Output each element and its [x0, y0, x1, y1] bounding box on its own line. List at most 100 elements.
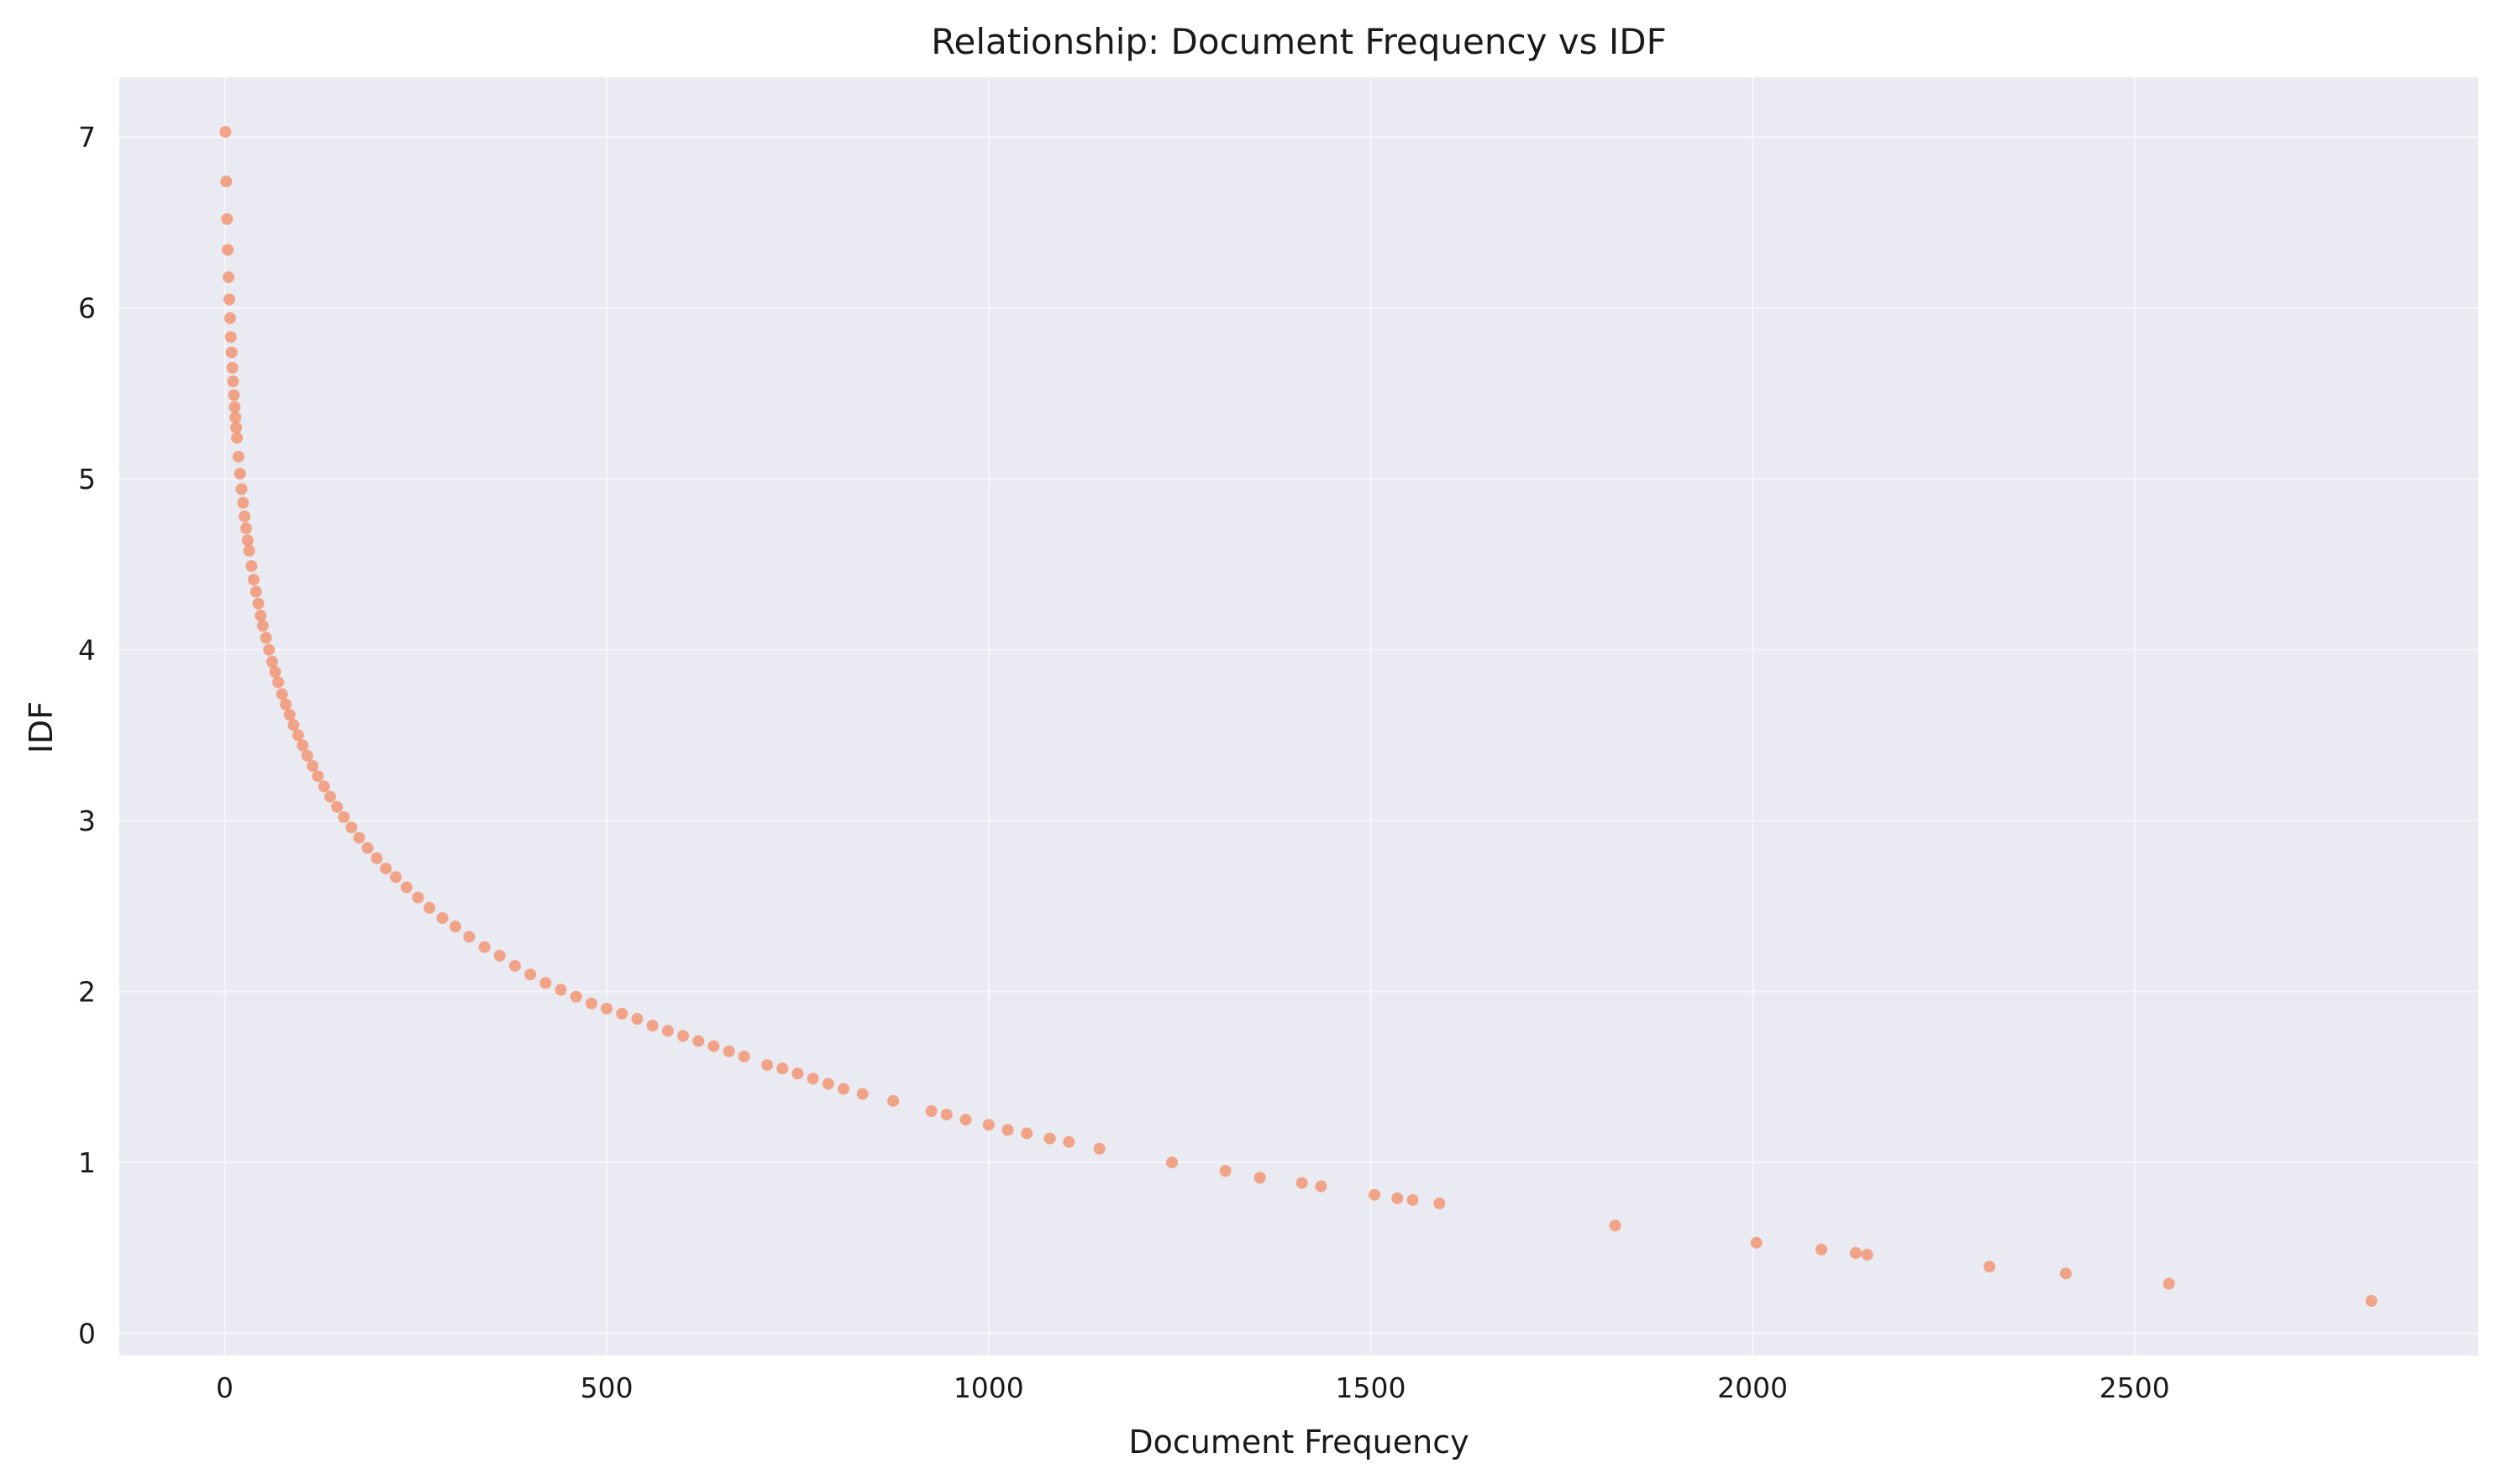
- y-tick-label: 4: [78, 634, 96, 667]
- data-point: [323, 790, 336, 803]
- data-point: [856, 1088, 869, 1100]
- data-point: [223, 312, 236, 324]
- data-point: [260, 632, 272, 644]
- x-tick-label: 0: [216, 1371, 234, 1404]
- data-point: [400, 881, 412, 894]
- data-point: [390, 871, 402, 884]
- chart-title: Relationship: Document Frequency vs IDF: [931, 21, 1667, 62]
- data-point: [245, 559, 258, 572]
- data-point: [692, 1035, 705, 1047]
- data-point: [925, 1105, 938, 1118]
- data-point: [219, 126, 232, 139]
- data-point: [2162, 1277, 2175, 1290]
- data-point: [646, 1020, 659, 1032]
- data-point: [601, 1002, 613, 1015]
- data-point: [287, 719, 300, 732]
- data-point: [224, 331, 237, 343]
- data-point: [370, 852, 383, 864]
- x-tick-label: 1500: [1335, 1371, 1406, 1404]
- data-point: [631, 1013, 644, 1025]
- data-point: [235, 483, 248, 496]
- data-point: [1391, 1192, 1404, 1204]
- data-point: [272, 676, 285, 689]
- y-axis-label: IDF: [23, 701, 60, 753]
- data-point: [738, 1050, 750, 1062]
- data-point: [982, 1119, 995, 1131]
- grid: [119, 77, 2478, 1356]
- data-point: [345, 821, 358, 834]
- data-point: [570, 990, 582, 1003]
- data-point: [248, 574, 260, 586]
- data-point: [280, 698, 292, 711]
- data-point: [301, 749, 313, 762]
- y-tick-label: 2: [78, 976, 96, 1009]
- data-points: [219, 126, 2378, 1307]
- data-point: [353, 831, 365, 844]
- data-point: [554, 983, 567, 996]
- data-point: [312, 770, 324, 783]
- data-point: [1043, 1132, 1056, 1145]
- data-point: [226, 361, 239, 374]
- data-point: [838, 1083, 850, 1095]
- y-tick-label: 7: [78, 121, 96, 154]
- data-point: [1315, 1180, 1327, 1193]
- y-tick-labels: 0 1 2 3 4 5 6 7: [78, 121, 96, 1350]
- data-point: [237, 496, 250, 509]
- x-axis-label: Document Frequency: [1128, 1424, 1469, 1460]
- y-tick-label: 1: [78, 1146, 96, 1179]
- data-point: [677, 1030, 690, 1042]
- data-point: [478, 941, 491, 953]
- data-point: [239, 510, 251, 522]
- data-point: [222, 244, 234, 256]
- data-point: [252, 597, 265, 610]
- data-point: [250, 585, 262, 598]
- y-tick-label: 5: [78, 463, 96, 496]
- data-point: [229, 401, 241, 413]
- data-point: [228, 389, 240, 401]
- data-point: [331, 800, 344, 813]
- data-point: [318, 780, 330, 793]
- data-point: [1021, 1127, 1033, 1140]
- data-point: [1295, 1177, 1308, 1189]
- data-point: [2059, 1267, 2072, 1280]
- data-point: [412, 891, 424, 904]
- data-point: [959, 1114, 972, 1126]
- data-point: [283, 708, 296, 721]
- x-tick-label: 1000: [954, 1371, 1024, 1404]
- data-point: [297, 739, 309, 752]
- data-point: [1861, 1248, 1873, 1261]
- x-tick-label: 2500: [2099, 1371, 2170, 1404]
- data-point: [269, 666, 281, 679]
- data-point: [232, 450, 244, 463]
- data-point: [243, 544, 255, 557]
- data-point: [887, 1094, 900, 1107]
- data-point: [338, 811, 350, 824]
- data-point: [524, 968, 537, 981]
- data-point: [791, 1067, 804, 1080]
- data-point: [1219, 1165, 1232, 1177]
- data-point: [449, 920, 462, 933]
- data-point: [231, 432, 244, 444]
- data-point: [265, 655, 278, 668]
- data-point: [776, 1062, 789, 1075]
- data-point: [234, 468, 246, 480]
- data-point: [1984, 1261, 1996, 1273]
- data-point: [423, 901, 436, 914]
- data-point: [807, 1072, 819, 1085]
- data-point: [1609, 1219, 1621, 1232]
- data-point: [1433, 1197, 1446, 1209]
- y-tick-label: 0: [78, 1318, 96, 1350]
- data-point: [1406, 1193, 1419, 1206]
- x-tick-label: 2000: [1717, 1371, 1788, 1404]
- data-point: [493, 949, 506, 962]
- data-point: [1815, 1243, 1827, 1256]
- plot-area: [119, 77, 2478, 1356]
- data-point: [239, 522, 252, 535]
- data-point: [616, 1008, 628, 1020]
- data-point: [220, 176, 233, 188]
- data-point: [223, 271, 235, 284]
- data-point: [256, 620, 269, 632]
- data-point: [307, 760, 319, 773]
